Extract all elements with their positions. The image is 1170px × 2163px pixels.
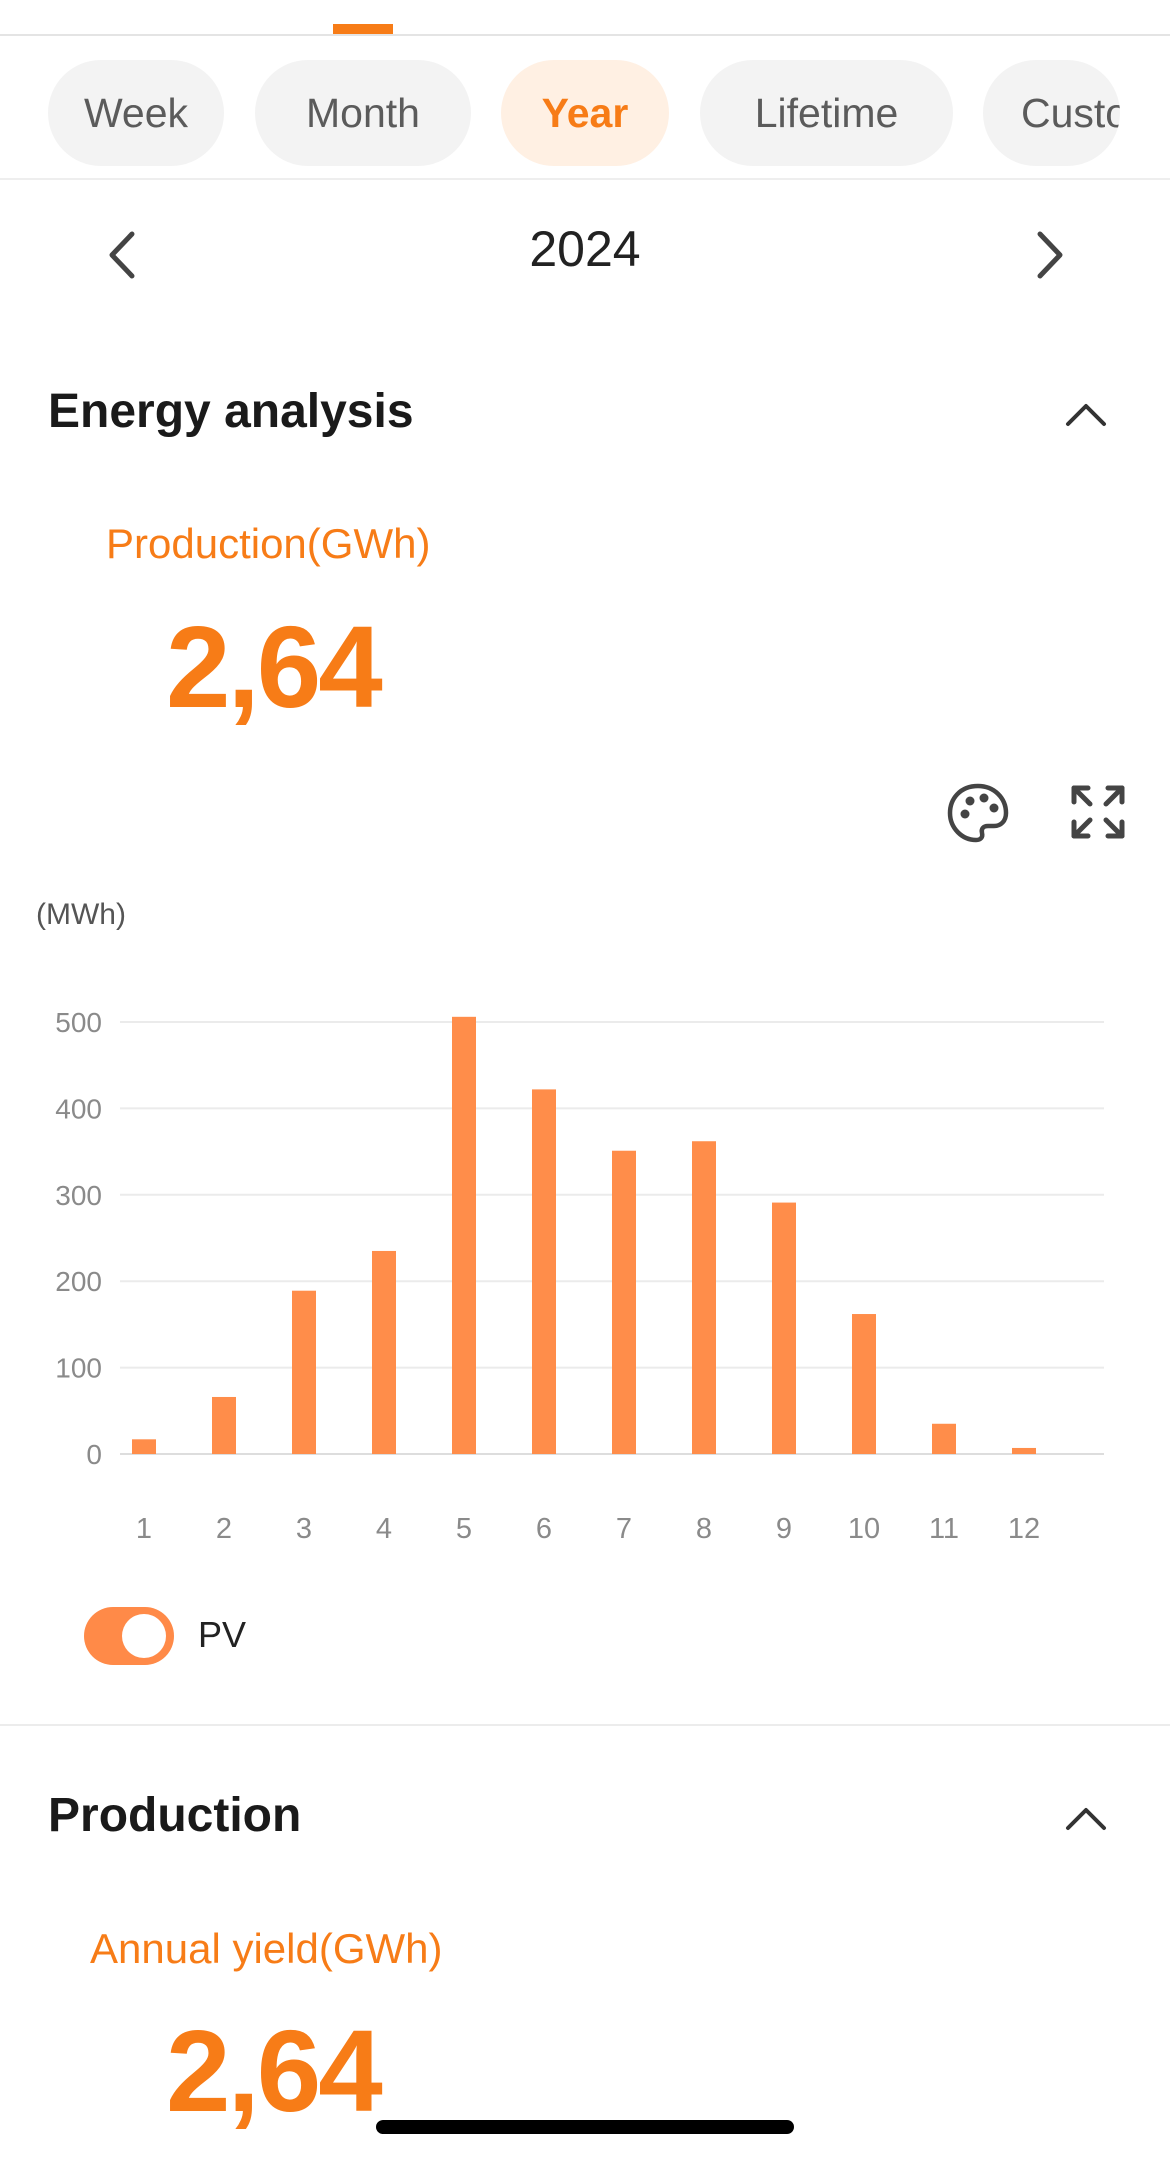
- energy-analysis-title: Energy analysis: [48, 385, 414, 438]
- toggle-knob: [122, 1614, 166, 1658]
- chevron-right-icon[interactable]: [1032, 230, 1068, 280]
- bar-month-9[interactable]: [772, 1202, 796, 1454]
- bar-month-12[interactable]: [1012, 1447, 1036, 1454]
- section-divider: [0, 1724, 1170, 1726]
- fullscreen-icon[interactable]: [1068, 782, 1128, 842]
- bar-month-5[interactable]: [452, 1016, 476, 1454]
- x-tick-label: 2: [216, 1513, 232, 1545]
- x-tick-label: 10: [848, 1513, 880, 1545]
- collapse-production-icon[interactable]: [1064, 1804, 1108, 1832]
- x-tick-label: 11: [929, 1513, 959, 1545]
- top-tab-indicator: [333, 24, 393, 34]
- y-tick-label: 100: [55, 1353, 102, 1384]
- top-bar: [0, 0, 1170, 36]
- x-tick-label: 3: [296, 1513, 312, 1545]
- y-tick-label: 300: [55, 1180, 102, 1211]
- period-tabs: Week Month Year Lifetime Custom: [0, 36, 1170, 180]
- bar-month-7[interactable]: [612, 1150, 636, 1454]
- bar-month-8[interactable]: [692, 1141, 716, 1454]
- x-tick-label: 1: [136, 1513, 152, 1545]
- x-tick-label: 8: [696, 1513, 712, 1545]
- y-tick-label: 400: [55, 1093, 102, 1124]
- bar-month-4[interactable]: [372, 1250, 396, 1454]
- tab-custom[interactable]: Custom: [983, 60, 1120, 166]
- production-metric-label: Production(GWh): [106, 520, 431, 567]
- y-tick-label: 500: [55, 1007, 102, 1038]
- tab-lifetime[interactable]: Lifetime: [700, 60, 953, 166]
- x-tick-label: 6: [536, 1513, 552, 1545]
- bar-month-2[interactable]: [212, 1396, 236, 1454]
- y-tick-label: 200: [55, 1266, 102, 1297]
- production-section-title: Production: [48, 1789, 302, 1842]
- bar-month-6[interactable]: [532, 1089, 556, 1454]
- y-tick-label: 0: [86, 1439, 102, 1470]
- pv-legend-label: PV: [198, 1614, 247, 1655]
- home-indicator: [376, 2120, 794, 2134]
- pv-series-toggle[interactable]: [84, 1607, 174, 1665]
- bar-month-3[interactable]: [292, 1290, 316, 1454]
- bar-month-1[interactable]: [132, 1439, 156, 1454]
- x-tick-label: 12: [1008, 1513, 1040, 1545]
- bar-month-11[interactable]: [932, 1423, 956, 1454]
- chevron-left-icon[interactable]: [104, 230, 140, 280]
- x-tick-label: 4: [376, 1513, 392, 1545]
- palette-icon[interactable]: [944, 780, 1012, 846]
- tab-year[interactable]: Year: [501, 60, 669, 166]
- chart-unit-label: (MWh): [36, 898, 126, 931]
- tab-month[interactable]: Month: [255, 60, 471, 166]
- bar-month-10[interactable]: [852, 1314, 876, 1454]
- x-tick-label: 7: [616, 1513, 632, 1545]
- annual-yield-label: Annual yield(GWh): [90, 1925, 443, 1972]
- collapse-energy-analysis-icon[interactable]: [1064, 400, 1108, 428]
- production-metric-value: 2,64: [166, 602, 383, 732]
- annual-yield-value: 2,64: [166, 2006, 383, 2136]
- tab-week[interactable]: Week: [48, 60, 224, 166]
- x-tick-label: 9: [776, 1513, 792, 1545]
- x-tick-label: 5: [456, 1513, 472, 1545]
- period-label: 2024: [529, 221, 641, 277]
- period-navigator: 2024: [0, 180, 1170, 320]
